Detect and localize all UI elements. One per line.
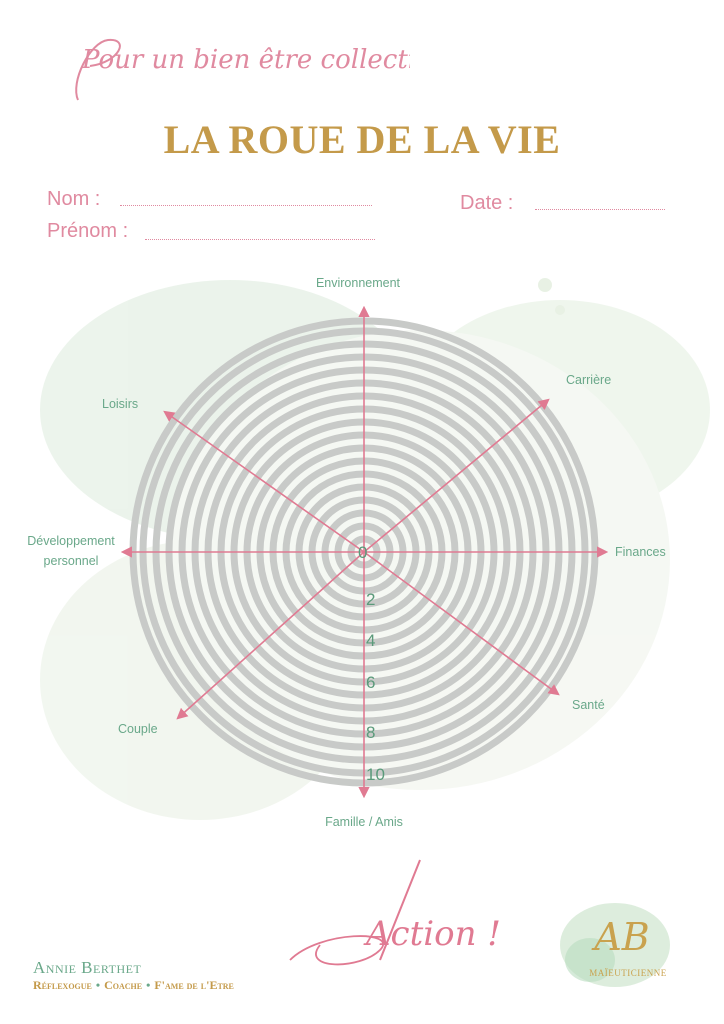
prenom-field[interactable] bbox=[145, 239, 375, 240]
axis-carriere bbox=[363, 398, 550, 553]
scale-2: 2 bbox=[366, 590, 375, 609]
action-script: Action ! bbox=[289, 859, 501, 966]
scale-8: 8 bbox=[366, 723, 375, 742]
label-carriere: Carrière bbox=[566, 373, 611, 387]
page-title: LA ROUE DE LA VIE bbox=[163, 117, 561, 162]
logo: AB MAÏEUTICIENNE bbox=[560, 903, 670, 987]
action-text: Action ! bbox=[363, 914, 501, 954]
label-sante: Santé bbox=[572, 698, 605, 712]
date-label: Date : bbox=[460, 192, 514, 214]
wheel-axes bbox=[120, 305, 609, 799]
nom-label: Nom : bbox=[47, 188, 101, 210]
separator-1: • bbox=[95, 978, 101, 992]
logo-monogram: AB bbox=[591, 915, 649, 959]
label-loisirs: Loisirs bbox=[102, 397, 138, 411]
scale-10: 10 bbox=[366, 765, 385, 784]
separator-2: • bbox=[146, 978, 151, 992]
scale-6: 6 bbox=[366, 673, 375, 692]
life-wheel: 0 2 4 6 8 10 Environnement Carrière Fina… bbox=[27, 276, 710, 829]
nom-field[interactable] bbox=[120, 205, 372, 206]
axis-loisirs bbox=[163, 410, 365, 553]
wheel-labels: Environnement Carrière Finances Santé Fa… bbox=[27, 276, 666, 829]
script-title: Pour un bien être collectif bbox=[75, 38, 410, 101]
footer-name: Annie Berthet bbox=[33, 958, 142, 977]
label-famille: Famille / Amis bbox=[325, 815, 403, 829]
role-fame: F'ame de l'Etre bbox=[154, 978, 234, 992]
label-developpement-line1: Développement bbox=[27, 534, 115, 548]
label-couple: Couple bbox=[118, 722, 158, 736]
label-environnement: Environnement bbox=[316, 276, 401, 290]
label-finances: Finances bbox=[615, 545, 666, 559]
axis-couple bbox=[176, 551, 365, 720]
footer-roles: Réflexogue • Coache • F'ame de l'Etre bbox=[33, 978, 234, 993]
role-coache: Coache bbox=[104, 978, 143, 992]
wheel-scale: 0 2 4 6 8 10 bbox=[358, 543, 385, 784]
role-reflexologue: Réflexogue bbox=[33, 978, 92, 992]
label-developpement-line2: personnel bbox=[44, 554, 99, 568]
script-title-text: Pour un bien être collectif bbox=[81, 45, 410, 75]
scale-4: 4 bbox=[366, 631, 375, 650]
logo-text: MAÏEUTICIENNE bbox=[589, 968, 667, 978]
scale-0: 0 bbox=[358, 543, 367, 562]
prenom-label: Prénom : bbox=[47, 220, 129, 242]
axis-sante bbox=[363, 551, 560, 696]
date-field[interactable] bbox=[535, 209, 665, 210]
